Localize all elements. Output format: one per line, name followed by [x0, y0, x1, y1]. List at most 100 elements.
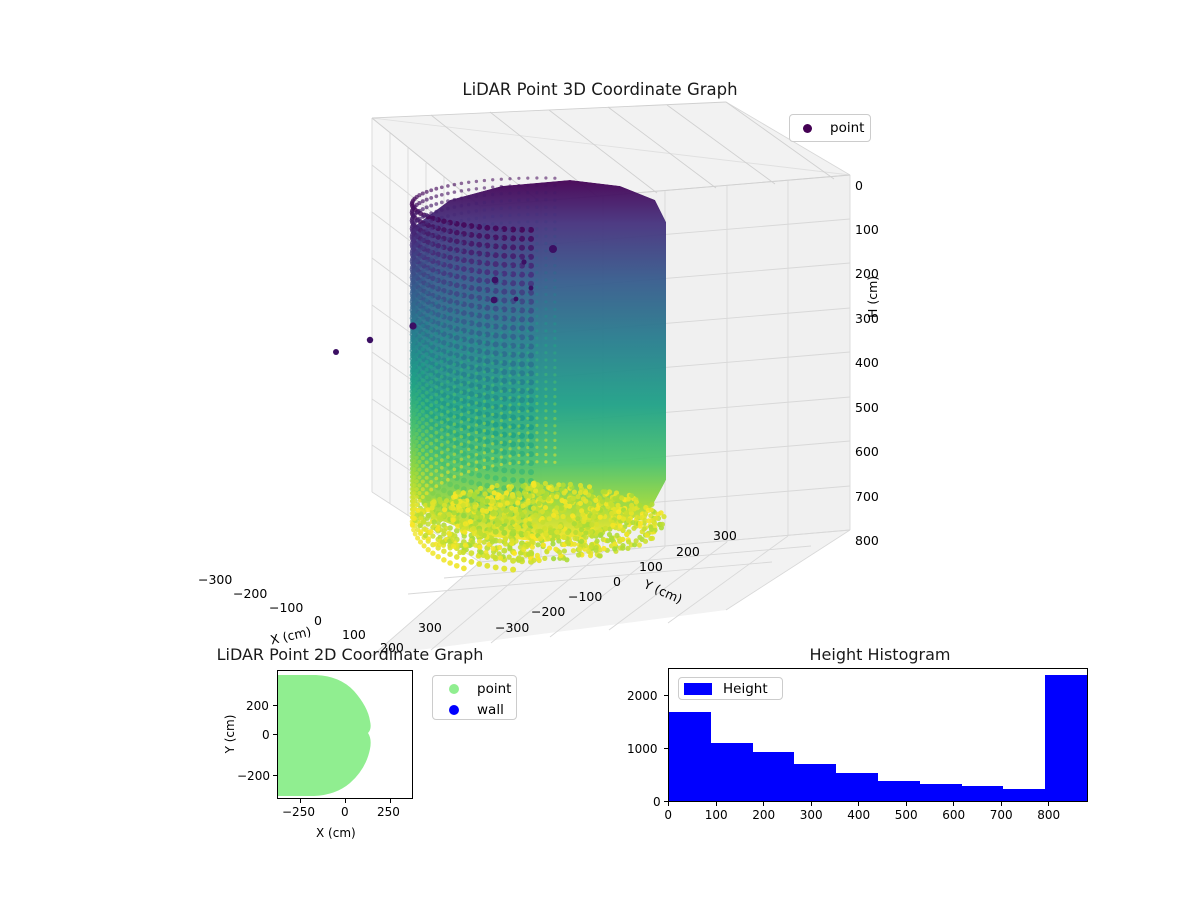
point-cloud-dot: [446, 259, 450, 263]
point-cloud-dot: [440, 390, 444, 394]
point-cloud-dot: [544, 439, 547, 442]
point-cloud-dot: [483, 260, 486, 263]
point-cloud-dot: [508, 440, 511, 443]
point-cloud-dot: [421, 238, 425, 242]
point-cloud-dot: [446, 214, 450, 218]
plot3d-xtick-1: −200: [233, 586, 267, 601]
point-cloud-dot: [473, 521, 478, 526]
point-cloud-dot: [478, 486, 483, 491]
point-cloud-dot: [453, 325, 457, 329]
point-cloud-dot: [467, 448, 470, 451]
point-cloud-dot: [434, 294, 438, 298]
point-cloud-dot: [591, 514, 596, 519]
point-cloud-dot: [565, 530, 570, 535]
point-cloud-dot: [500, 360, 503, 363]
histogram-bar: [794, 764, 836, 801]
point-cloud-dot: [517, 279, 520, 282]
plot3d-legend[interactable]: point: [789, 114, 871, 142]
point-cloud-dot: [482, 540, 487, 545]
point-cloud-dot: [535, 431, 538, 434]
histogram-legend[interactable]: Height: [678, 677, 783, 700]
point-cloud-dot: [526, 373, 529, 376]
point-cloud-dot: [553, 446, 556, 449]
point-cloud-dot: [512, 551, 517, 556]
point-cloud-dot: [494, 483, 499, 488]
point-cloud-dot: [644, 533, 649, 538]
point-cloud-dot: [544, 257, 547, 260]
point-cloud-dot: [553, 395, 556, 398]
point-cloud-dot: [434, 278, 438, 282]
point-cloud-dot: [434, 439, 438, 443]
point-cloud-dot: [467, 440, 470, 443]
point-cloud-dot: [500, 397, 503, 400]
point-cloud-dot: [638, 524, 643, 529]
point-cloud-dot: [483, 348, 486, 351]
point-cloud-dot: [451, 544, 456, 549]
point-cloud-dot: [533, 524, 538, 529]
histogram-ytick-1: 1000: [627, 742, 658, 756]
point-cloud-dot: [483, 208, 486, 211]
point-cloud-dot: [418, 529, 423, 534]
point-cloud-dot: [517, 199, 520, 202]
point-cloud-dot: [425, 229, 429, 233]
point-cloud-dot: [491, 288, 494, 291]
point-cloud-dot: [517, 344, 520, 347]
point-cloud-dot: [637, 535, 642, 540]
point-cloud-dot: [544, 293, 547, 296]
point-cloud-dot: [412, 516, 417, 521]
plot2d-xtick-0: −250: [282, 805, 315, 819]
point-cloud-dot: [516, 491, 521, 496]
point-cloud-dot: [475, 357, 478, 360]
point-cloud-dot: [467, 277, 470, 280]
point-cloud-dot: [554, 505, 559, 510]
point-cloud-dot: [508, 272, 511, 275]
point-cloud-dot: [535, 417, 538, 420]
point-cloud-dot: [475, 409, 478, 412]
point-cloud-dot: [425, 314, 429, 318]
point-cloud-dot: [535, 424, 538, 427]
point-cloud-dot: [553, 279, 556, 282]
point-cloud-dot: [421, 285, 425, 289]
point-cloud-dot: [460, 264, 464, 268]
point-cloud-dot: [508, 433, 511, 436]
plot2d-legend[interactable]: point wall: [432, 675, 517, 720]
point-cloud-dot: [500, 317, 503, 320]
point-cloud-dot: [526, 337, 529, 340]
point-cloud-dot: [508, 316, 511, 319]
point-cloud-dot: [429, 480, 433, 484]
point-cloud-dot: [490, 485, 495, 490]
point-cloud-dot: [523, 532, 528, 537]
point-cloud-dot: [429, 280, 433, 284]
point-cloud-dot: [544, 388, 547, 391]
point-cloud-dot: [421, 448, 425, 452]
point-cloud-dot: [544, 307, 547, 310]
point-cloud-dot: [544, 300, 547, 303]
point-cloud-dot: [467, 433, 470, 436]
point-cloud-dot: [475, 313, 478, 316]
point-cloud-dot: [447, 539, 452, 544]
point-cloud-dot: [517, 337, 520, 340]
point-cloud-dot: [508, 250, 511, 253]
point-cloud-dot: [501, 467, 507, 473]
point-cloud-dot: [460, 428, 464, 432]
point-cloud-dot: [429, 411, 433, 415]
point-cloud-dot: [467, 240, 470, 243]
point-cloud-dot: [491, 340, 494, 343]
point-cloud-dot: [460, 435, 464, 439]
point-cloud-dot: [446, 350, 450, 354]
point-cloud-dot: [618, 523, 623, 528]
point-cloud-dot: [417, 420, 421, 424]
point-cloud-dot: [446, 312, 450, 316]
point-cloud-dot: [583, 530, 588, 535]
point-cloud-dot: [620, 537, 625, 542]
point-cloud-dot: [475, 305, 478, 308]
point-cloud-dot: [429, 465, 433, 469]
point-cloud-dot: [434, 454, 438, 458]
point-cloud-dot: [460, 241, 464, 245]
point-cloud-dot: [429, 211, 433, 215]
point-cloud-dot: [437, 497, 442, 502]
point-cloud-dot: [500, 448, 503, 451]
histogram-xtickmark: [858, 802, 859, 806]
point-cloud-dot: [587, 484, 592, 489]
point-cloud-dot: [460, 375, 464, 379]
